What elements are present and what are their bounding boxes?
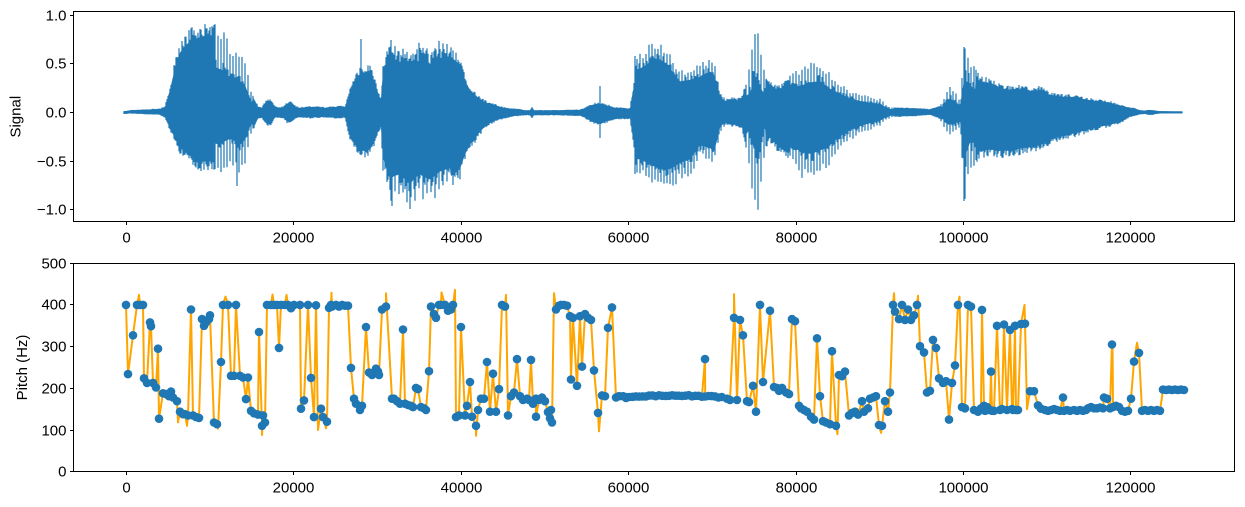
svg-text:Pitch (Hz): Pitch (Hz) bbox=[14, 335, 31, 401]
svg-text:120000: 120000 bbox=[1105, 479, 1155, 496]
svg-text:500: 500 bbox=[41, 256, 66, 273]
svg-text:100000: 100000 bbox=[938, 479, 988, 496]
svg-text:0: 0 bbox=[122, 479, 130, 496]
svg-text:20000: 20000 bbox=[273, 230, 315, 247]
svg-text:200: 200 bbox=[41, 381, 66, 398]
svg-text:40000: 40000 bbox=[441, 479, 483, 496]
svg-text:120000: 120000 bbox=[1105, 230, 1155, 247]
svg-text:60000: 60000 bbox=[608, 479, 650, 496]
svg-text:100000: 100000 bbox=[938, 230, 988, 247]
svg-text:100: 100 bbox=[41, 423, 66, 440]
svg-text:−0.5: −0.5 bbox=[37, 154, 67, 171]
svg-text:0: 0 bbox=[58, 464, 66, 481]
svg-text:Signal: Signal bbox=[7, 96, 24, 138]
svg-text:40000: 40000 bbox=[441, 230, 483, 247]
svg-text:300: 300 bbox=[41, 339, 66, 356]
svg-text:1.0: 1.0 bbox=[46, 8, 67, 25]
svg-text:400: 400 bbox=[41, 297, 66, 314]
svg-text:0.0: 0.0 bbox=[46, 105, 67, 122]
svg-text:0: 0 bbox=[122, 230, 130, 247]
svg-text:−1.0: −1.0 bbox=[37, 202, 67, 219]
svg-text:60000: 60000 bbox=[608, 230, 650, 247]
svg-text:20000: 20000 bbox=[273, 479, 315, 496]
svg-text:80000: 80000 bbox=[776, 479, 818, 496]
svg-text:80000: 80000 bbox=[776, 230, 818, 247]
svg-text:0.5: 0.5 bbox=[46, 56, 67, 73]
